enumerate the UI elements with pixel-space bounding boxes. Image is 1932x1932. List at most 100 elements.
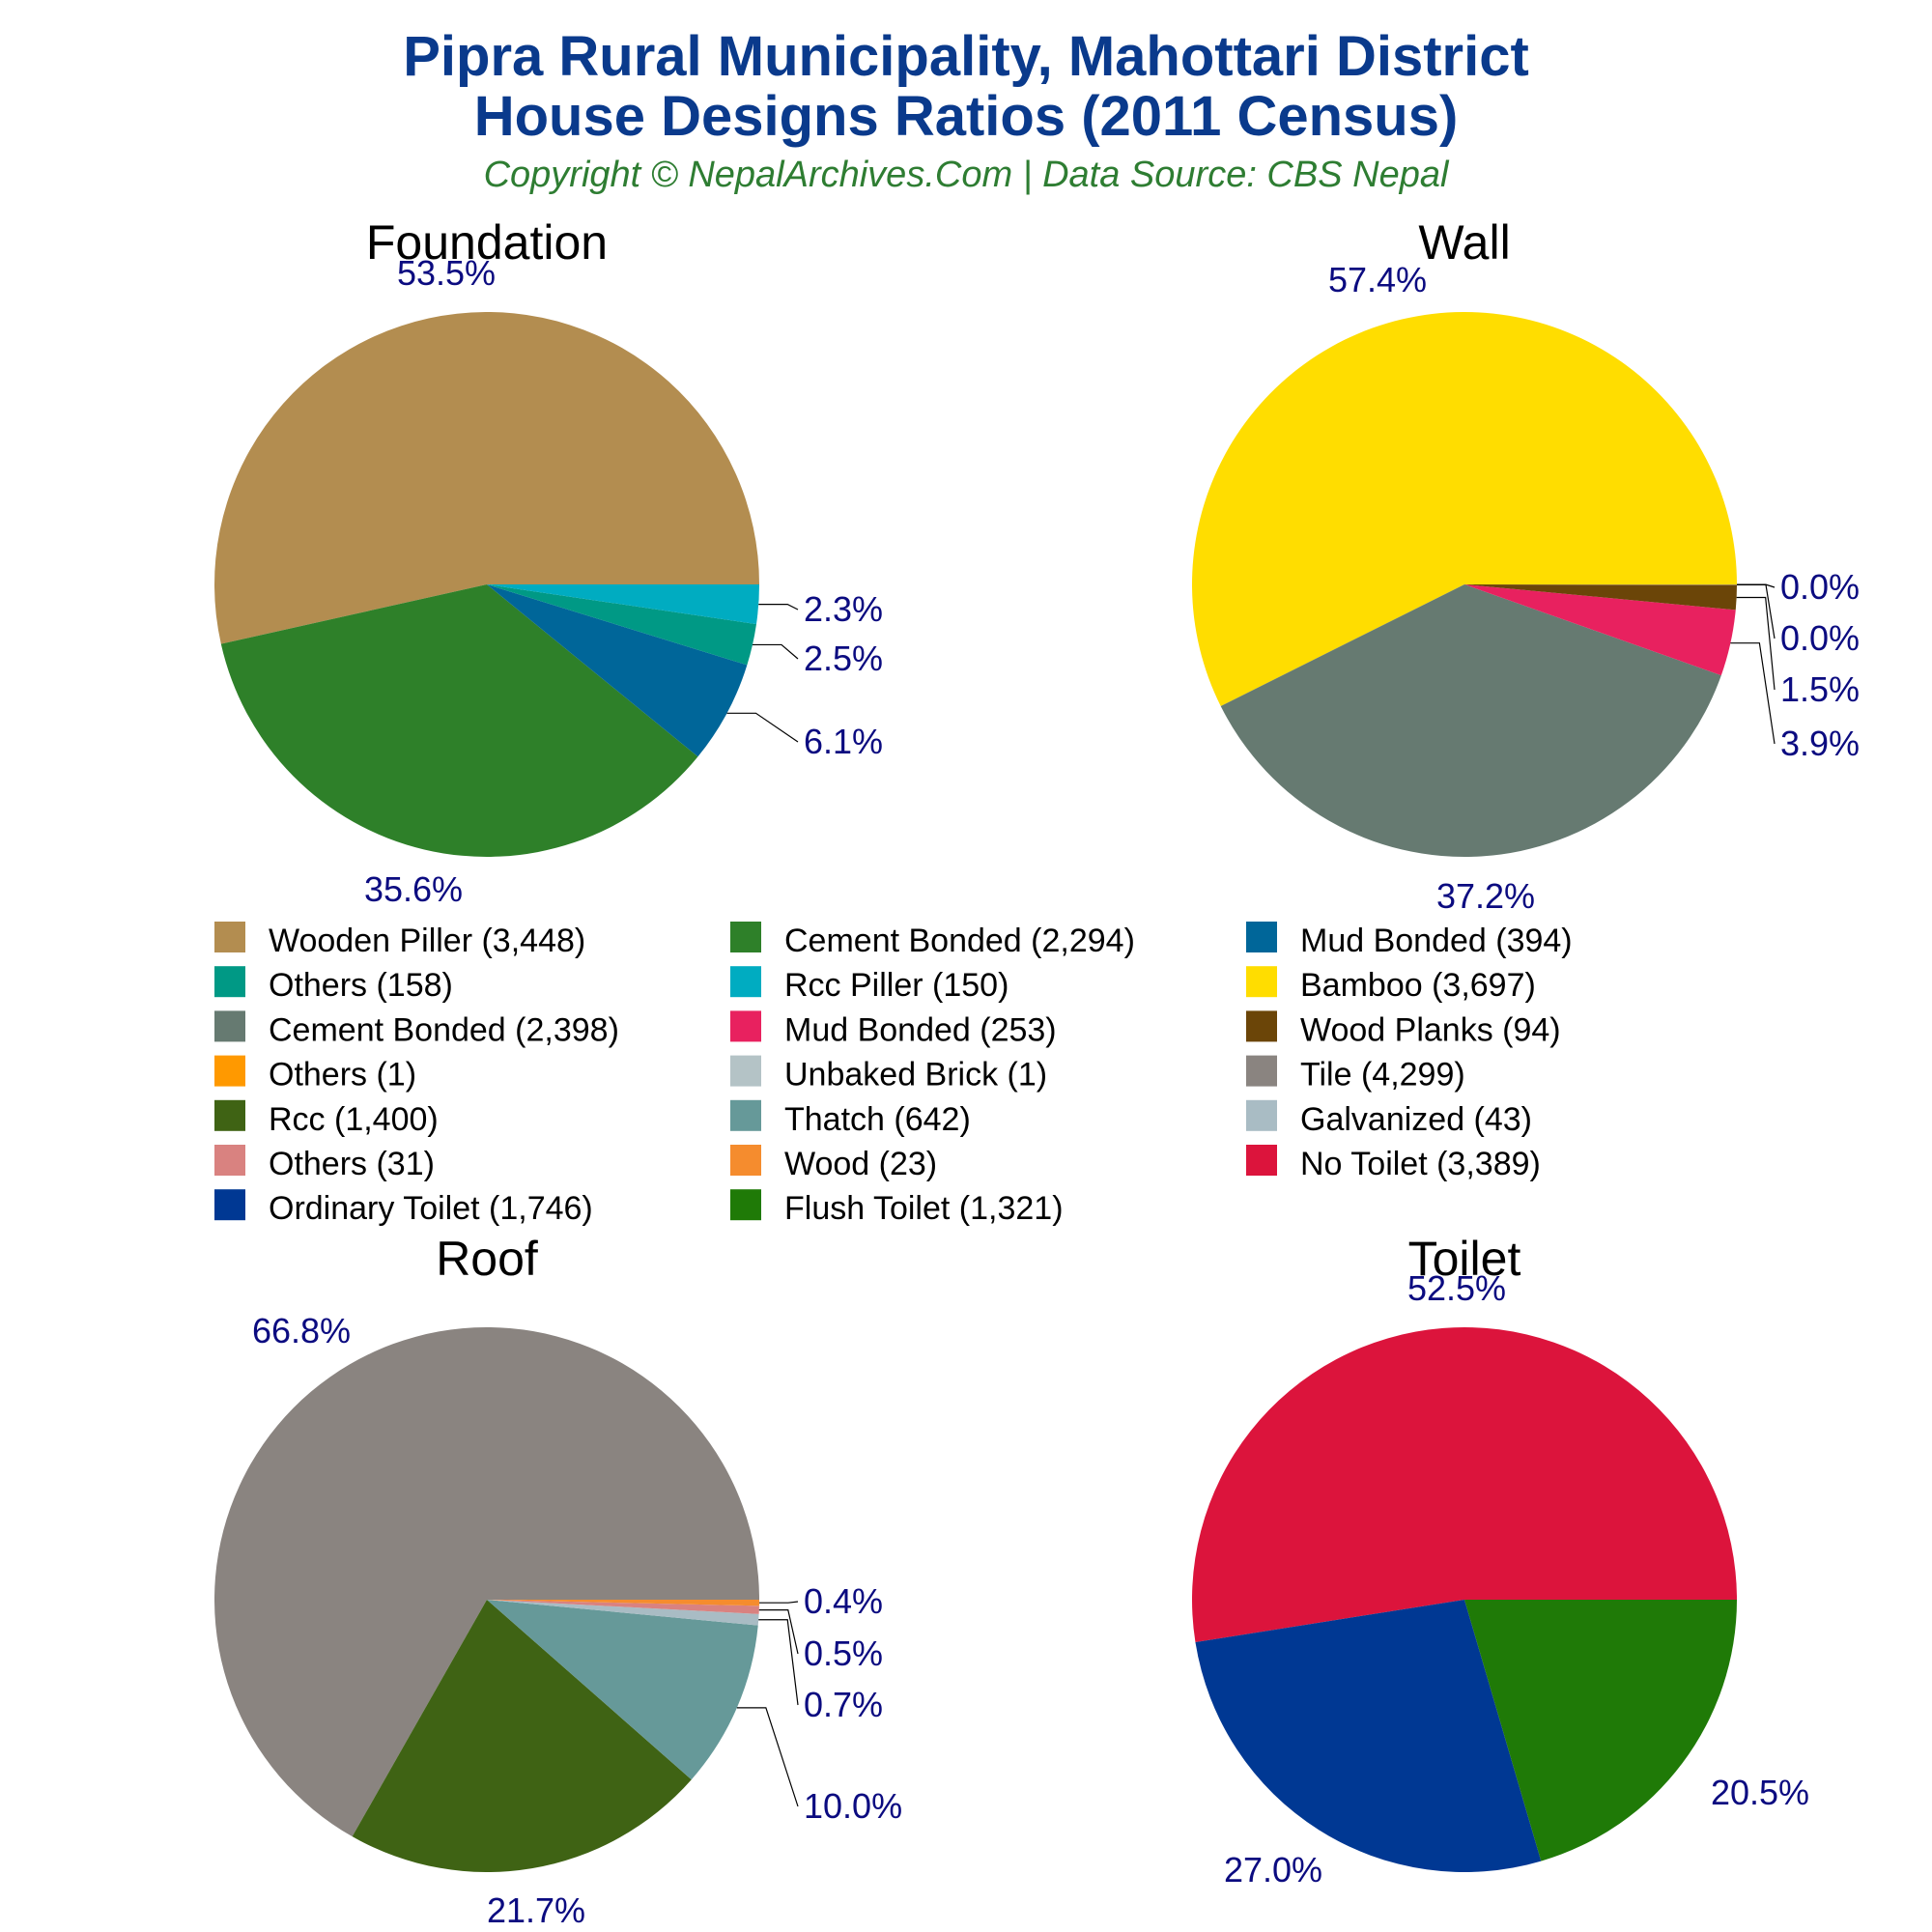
roof-pie: Roof 66.8% 21.7% 10.0% 0.7% 0.5% 0.4%	[214, 1232, 902, 1930]
toilet-percent-label-flush-toilet: 20.5%	[1711, 1773, 1809, 1812]
legend-label: Flush Toilet (1,321)	[784, 1190, 1064, 1227]
foundation-leader-line-others	[752, 643, 799, 660]
legend-item-wooden-piller: Wooden Piller (3,448)	[214, 922, 585, 959]
wall-slice-wood-planks	[1464, 584, 1737, 611]
wall-slice-others	[1464, 584, 1737, 585]
legend-label: Unbaked Brick (1)	[784, 1057, 1047, 1094]
legend-label: Rcc (1,400)	[269, 1101, 439, 1138]
legend-label: Cement Bonded (2,398)	[269, 1011, 619, 1048]
legend-swatch	[214, 1055, 245, 1087]
roof-percent-label-thatch: 10.0%	[804, 1786, 902, 1826]
legend-label: Rcc Piller (150)	[784, 967, 1009, 1004]
legend-item-ordinary-toilet: Ordinary Toilet (1,746)	[214, 1189, 593, 1227]
chart-title-line2: House Designs Ratios (2011 Census)	[474, 85, 1459, 148]
toilet-slice-flush-toilet	[1464, 1600, 1737, 1861]
toilet-slice-ordinary-toilet	[1195, 1600, 1542, 1872]
wall-slice-mud-bonded	[1464, 584, 1736, 676]
legend-label: Wood (23)	[784, 1146, 937, 1182]
foundation-pie-title: Foundation	[366, 215, 608, 270]
roof-leader-line-galvanized	[758, 1619, 799, 1706]
wall-slice-cement-bonded	[1220, 584, 1721, 857]
wall-percent-label-cement-bonded: 37.2%	[1436, 876, 1535, 916]
roof-leader-line-thatch	[736, 1707, 799, 1807]
legend-item-cement-bonded: Cement Bonded (2,398)	[214, 1010, 619, 1048]
wall-percent-label-wood-planks: 1.5%	[1780, 669, 1860, 709]
legend-label: Others (31)	[269, 1146, 435, 1182]
foundation-slice-others	[487, 584, 756, 666]
roof-slice-tile	[214, 1326, 760, 1837]
legend-swatch	[1246, 1099, 1277, 1131]
legend-item-wood-planks: Wood Planks (94)	[1246, 1010, 1561, 1048]
legend-label: Thatch (642)	[784, 1101, 971, 1138]
legend-label: Others (1)	[269, 1057, 416, 1094]
legend-swatch	[1246, 1010, 1277, 1042]
toilet-slice-no-toilet	[1191, 1326, 1737, 1643]
chart-title-line1: Pipra Rural Municipality, Mahottari Dist…	[403, 25, 1529, 88]
wall-percent-label-mud-bonded: 3.9%	[1780, 724, 1860, 763]
foundation-leader-line-mud-bonded	[726, 712, 799, 743]
legend-swatch	[214, 1099, 245, 1131]
legend-item-others: Others (31)	[214, 1145, 435, 1182]
roof-slice-galvanized	[487, 1600, 759, 1626]
legend-label: No Toilet (3,389)	[1300, 1146, 1541, 1182]
legend-item-rcc: Rcc (1,400)	[214, 1099, 439, 1138]
roof-slice-thatch	[487, 1600, 758, 1780]
wall-percent-label-others: 0.0%	[1780, 618, 1860, 658]
legend-item-rcc-piller: Rcc Piller (150)	[730, 966, 1009, 1004]
roof-leader-line-wood	[758, 1601, 799, 1604]
roof-percent-label-tile: 66.8%	[252, 1311, 351, 1350]
legend-swatch	[730, 1189, 761, 1221]
roof-slice-others	[487, 1600, 759, 1614]
legend-swatch	[1246, 966, 1277, 998]
legend-item-cement-bonded: Cement Bonded (2,294)	[730, 922, 1135, 959]
legend-swatch	[214, 922, 245, 952]
legend-label: Wood Planks (94)	[1300, 1011, 1561, 1048]
wall-slice-bamboo	[1191, 312, 1737, 706]
toilet-percent-label-ordinary-toilet: 27.0%	[1224, 1850, 1322, 1889]
roof-percent-label-others: 0.5%	[804, 1634, 883, 1673]
legend-label: Wooden Piller (3,448)	[269, 923, 585, 959]
foundation-slice-rcc-piller	[487, 584, 759, 625]
roof-slice-rcc	[352, 1600, 692, 1873]
wall-leader-line-unbaked-brick	[1737, 583, 1776, 588]
foundation-slice-wooden-piller	[214, 312, 760, 644]
legend-label: Mud Bonded (253)	[784, 1011, 1057, 1048]
legend-label: Tile (4,299)	[1300, 1057, 1465, 1094]
legend-item-bamboo: Bamboo (3,697)	[1246, 966, 1536, 1004]
legend-swatch	[730, 922, 761, 952]
legend-label: Ordinary Toilet (1,746)	[269, 1190, 593, 1227]
wall-percent-label-bamboo: 57.4%	[1328, 260, 1427, 299]
legend-swatch	[214, 966, 245, 998]
legend-swatch	[730, 1145, 761, 1176]
legend-label: Mud Bonded (394)	[1300, 923, 1573, 959]
legend-label: Bamboo (3,697)	[1300, 967, 1536, 1004]
legend-swatch	[214, 1189, 245, 1221]
foundation-percent-label-cement-bonded: 35.6%	[364, 869, 463, 909]
chart-subtitle: Copyright © NepalArchives.Com | Data Sou…	[484, 155, 1450, 195]
foundation-slice-mud-bonded	[487, 584, 748, 757]
legend-swatch	[1246, 922, 1277, 952]
legend-item-flush-toilet: Flush Toilet (1,321)	[730, 1189, 1064, 1227]
legend-swatch	[1246, 1055, 1277, 1087]
roof-pie-title: Roof	[436, 1232, 538, 1286]
legend-item-unbaked-brick: Unbaked Brick (1)	[730, 1055, 1047, 1094]
legend-swatch	[214, 1010, 245, 1042]
legend-item-wood: Wood (23)	[730, 1145, 937, 1182]
legend-swatch	[1246, 1145, 1277, 1176]
legend-item-others: Others (1)	[214, 1055, 416, 1094]
legend-swatch	[730, 1055, 761, 1087]
roof-percent-label-wood: 0.4%	[804, 1581, 883, 1621]
legend-item-thatch: Thatch (642)	[730, 1099, 971, 1138]
foundation-percent-label-others: 2.5%	[804, 639, 883, 678]
legend-swatch	[730, 1010, 761, 1042]
wall-leader-line-wood-planks	[1736, 596, 1776, 691]
wall-leader-line-mud-bonded	[1730, 642, 1776, 745]
legend-label: Others (158)	[269, 967, 453, 1004]
legend-item-galvanized: Galvanized (43)	[1246, 1099, 1532, 1138]
foundation-leader-line-rcc-piller	[758, 604, 799, 611]
